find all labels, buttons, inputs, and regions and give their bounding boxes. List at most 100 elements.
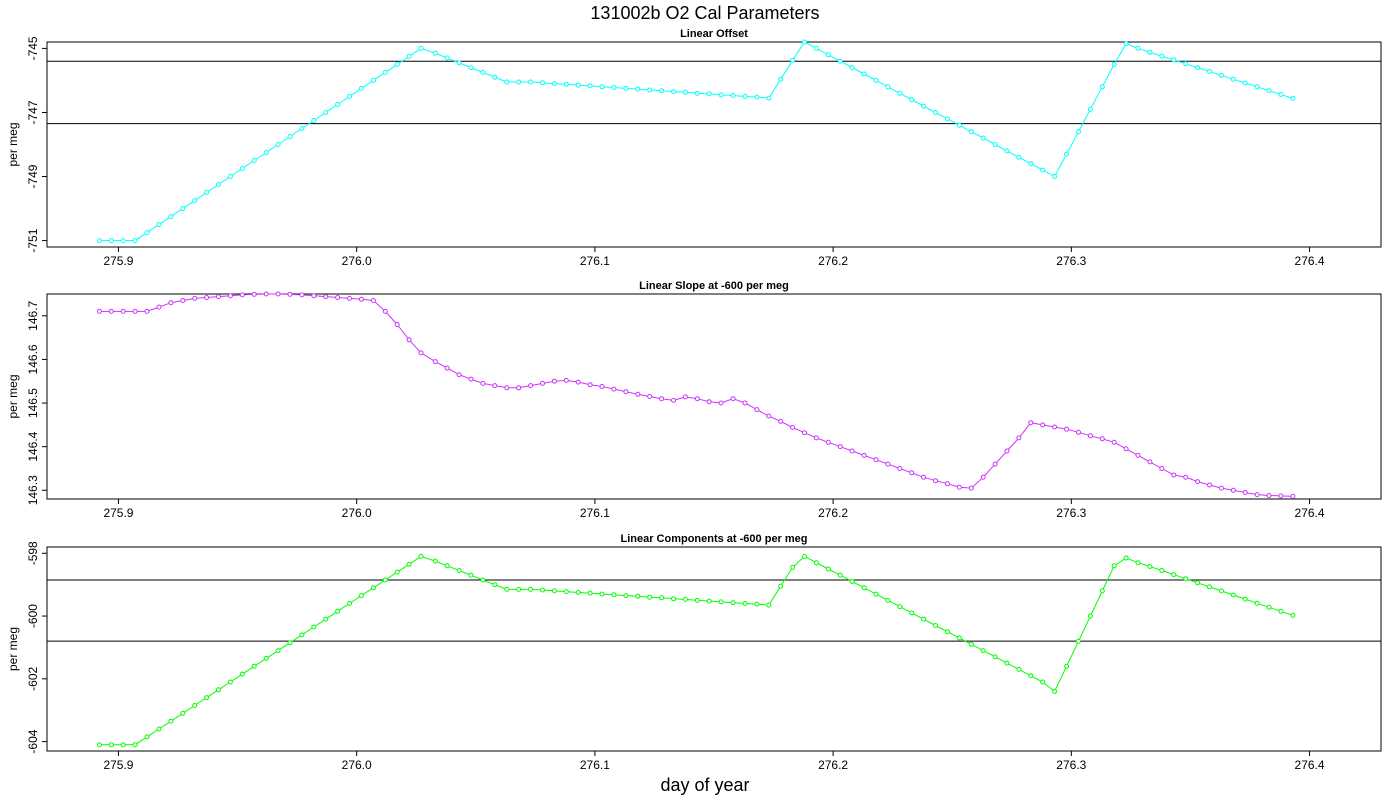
data-point	[837, 58, 843, 64]
data-point	[599, 591, 605, 597]
data-point	[587, 590, 593, 596]
data-point	[671, 89, 676, 95]
data-point	[263, 291, 269, 297]
data-point	[540, 80, 545, 86]
data-point	[551, 588, 557, 594]
data-point	[156, 726, 162, 732]
data-point	[1040, 679, 1046, 685]
data-point	[659, 88, 665, 94]
data-point	[432, 558, 438, 564]
plot-frame	[46, 41, 1382, 248]
data-point	[1230, 487, 1236, 493]
x-tick-label: 276.2	[818, 758, 848, 772]
data-point	[921, 474, 927, 480]
data-point	[694, 597, 700, 603]
data-point	[1230, 76, 1236, 82]
y-tick-label: -745	[26, 36, 40, 60]
data-point	[754, 407, 760, 413]
y-axis-label: per meg	[6, 627, 20, 671]
data-point	[587, 83, 593, 89]
data-point	[96, 238, 102, 244]
data-point	[563, 377, 569, 383]
data-point	[933, 623, 938, 628]
data-point	[1278, 608, 1284, 614]
data-point	[1278, 92, 1284, 97]
data-point	[909, 610, 915, 616]
data-point	[885, 84, 891, 90]
data-point	[1028, 161, 1034, 167]
data-point	[647, 87, 653, 93]
y-tick-label: 146.7	[26, 300, 40, 330]
y-tick-label: -749	[26, 164, 40, 188]
data-point	[1028, 420, 1034, 426]
data-point	[311, 624, 317, 630]
data-point	[956, 122, 962, 128]
data-point	[1052, 424, 1058, 430]
y-tick-label: -600	[26, 604, 40, 628]
data-point	[120, 742, 126, 748]
data-point	[204, 695, 210, 701]
data-point	[825, 52, 831, 58]
data-point	[873, 457, 879, 463]
data-point	[897, 604, 903, 610]
data-point	[251, 158, 257, 163]
data-point	[311, 293, 317, 299]
data-point	[370, 298, 376, 303]
data-point	[1123, 446, 1129, 452]
data-point	[623, 389, 629, 395]
data-point	[394, 61, 400, 67]
data-point	[1159, 466, 1165, 471]
data-point	[323, 616, 329, 622]
data-point	[192, 198, 198, 204]
data-point	[1242, 80, 1248, 86]
data-point	[1016, 435, 1022, 441]
data-point	[516, 586, 522, 592]
data-point	[1159, 568, 1165, 573]
data-point	[1183, 576, 1189, 582]
data-point	[480, 69, 486, 75]
data-point	[192, 703, 198, 708]
data-point	[754, 601, 760, 607]
data-point	[168, 214, 174, 220]
data-point	[921, 616, 927, 622]
data-point	[132, 308, 138, 314]
plot-frame	[46, 546, 1382, 752]
data-point	[492, 582, 498, 588]
y-tick-label: -598	[26, 541, 40, 565]
data-point	[1218, 588, 1224, 594]
data-point	[504, 79, 510, 85]
data-point	[1087, 613, 1093, 619]
data-point	[992, 654, 998, 660]
data-point	[108, 308, 114, 314]
data-point	[849, 448, 855, 454]
data-point	[873, 591, 879, 597]
data-point	[406, 53, 412, 59]
data-point	[1004, 148, 1010, 154]
y-axis-label: per meg	[6, 374, 20, 418]
x-tick-label: 275.9	[103, 254, 133, 268]
data-point	[227, 293, 233, 299]
x-tick-label: 276.1	[580, 758, 610, 772]
data-point	[1111, 439, 1117, 445]
data-point	[659, 595, 665, 601]
data-point	[861, 452, 867, 458]
data-point	[611, 386, 617, 392]
data-point	[1147, 49, 1153, 55]
data-point	[1207, 584, 1212, 590]
data-point	[933, 478, 938, 484]
data-point	[168, 300, 174, 306]
data-point	[1266, 493, 1272, 498]
data-point	[287, 134, 293, 139]
data-point	[204, 295, 210, 300]
data-point	[849, 65, 855, 71]
data-point	[287, 640, 293, 646]
data-point	[968, 641, 974, 647]
x-tick-label: 276.4	[1295, 758, 1325, 772]
data-point	[944, 116, 950, 122]
data-point	[682, 89, 688, 95]
data-point	[132, 238, 138, 244]
data-point	[563, 589, 569, 595]
y-tick-label: 146.4	[26, 431, 40, 461]
data-point	[1111, 61, 1117, 67]
data-point	[120, 238, 126, 244]
